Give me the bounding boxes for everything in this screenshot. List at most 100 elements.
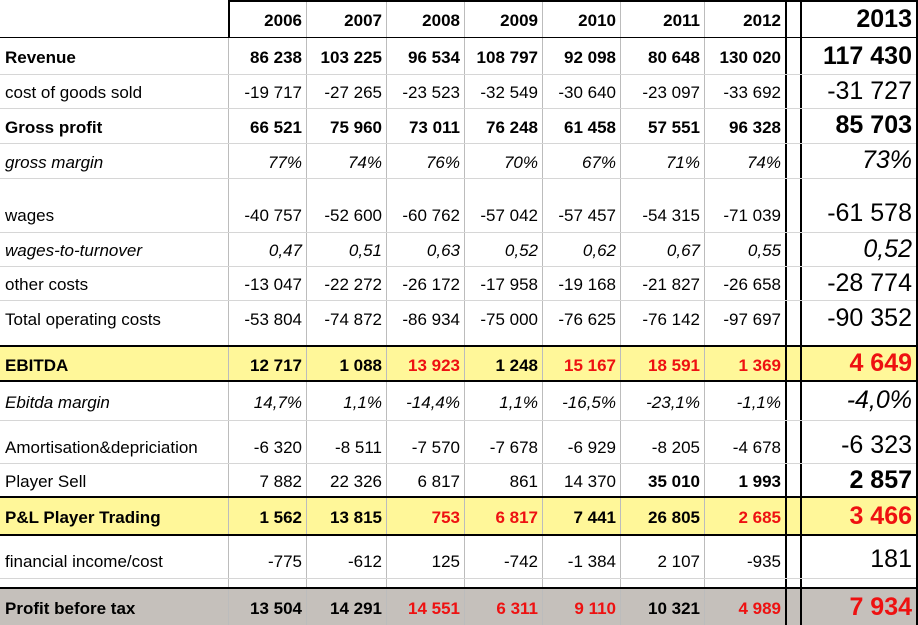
row-divider — [0, 108, 916, 109]
column-divider — [228, 0, 229, 625]
value-cell-revenue-2010: 92 098 — [564, 48, 616, 67]
value-cell-pl_player_trading-2013: 3 466 — [849, 502, 912, 530]
row-divider — [0, 534, 916, 536]
value-cell-total_opex-2008: -86 934 — [402, 310, 460, 329]
value-cell-wages_to_turnover-2013: 0,52 — [863, 235, 912, 263]
value-cell-pl_player_trading-2012: 2 685 — [738, 508, 781, 527]
value-cell-other_costs-2008: -26 172 — [402, 275, 460, 294]
value-cell-gross_profit-2007: 75 960 — [330, 118, 382, 137]
value-cell-total_opex-2011: -76 142 — [642, 310, 700, 329]
value-cell-cogs-2012: -33 692 — [723, 83, 781, 102]
value-cell-wages-2007: -52 600 — [324, 206, 382, 225]
value-cell-ebitda-2007: 1 088 — [339, 356, 382, 375]
value-cell-wages_to_turnover-2011: 0,67 — [666, 241, 700, 260]
value-cell-ebitda_margin-2009: 1,1% — [499, 393, 538, 412]
row-label-wages: wages — [5, 206, 55, 225]
value-cell-player_sell-2006: 7 882 — [259, 472, 302, 491]
value-cell-financial-2010: -1 384 — [567, 552, 616, 571]
value-cell-other_costs-2009: -17 958 — [480, 275, 538, 294]
value-cell-player_sell-2012: 1 993 — [738, 472, 781, 491]
value-cell-financial-2012: -935 — [746, 552, 781, 571]
value-cell-other_costs-2013: -28 774 — [827, 269, 912, 297]
row-divider — [0, 420, 916, 421]
value-cell-other_costs-2006: -13 047 — [244, 275, 302, 294]
value-cell-total_opex-2013: -90 352 — [827, 304, 912, 332]
value-cell-pbt-2008: 14 551 — [408, 599, 460, 618]
value-cell-player_sell-2010: 14 370 — [564, 472, 616, 491]
value-cell-wages_to_turnover-2006: 0,47 — [268, 241, 302, 260]
value-cell-ebitda_margin-2006: 14,7% — [253, 393, 302, 412]
value-cell-wages_to_turnover-2009: 0,52 — [504, 241, 538, 260]
value-cell-amortisation-2009: -7 678 — [489, 438, 538, 457]
row-label-pbt: Profit before tax — [5, 599, 136, 618]
value-cell-revenue-2011: 80 648 — [648, 48, 700, 67]
row-divider — [0, 300, 916, 301]
value-cell-wages_to_turnover-2010: 0,62 — [582, 241, 616, 260]
value-cell-pbt-2006: 13 504 — [250, 599, 302, 618]
row-divider — [0, 143, 916, 144]
value-cell-pl_player_trading-2006: 1 562 — [259, 508, 302, 527]
value-cell-ebitda_margin-2012: -1,1% — [736, 393, 781, 412]
column-divider — [306, 0, 307, 625]
value-cell-ebitda-2006: 12 717 — [250, 356, 302, 375]
row-label-gross_margin: gross margin — [5, 153, 104, 172]
value-cell-gross_profit-2012: 96 328 — [729, 118, 781, 137]
value-cell-revenue-2012: 130 020 — [719, 48, 781, 67]
row-label-ebitda_margin: Ebitda margin — [5, 393, 110, 412]
row-label-player_sell: Player Sell — [5, 472, 87, 491]
value-cell-revenue-2013: 117 430 — [823, 42, 912, 70]
value-cell-wages-2006: -40 757 — [244, 206, 302, 225]
value-cell-player_sell-2008: 6 817 — [417, 472, 460, 491]
value-cell-revenue-2007: 103 225 — [320, 48, 382, 67]
year-header-2011: 2011 — [663, 11, 700, 30]
value-cell-cogs-2007: -27 265 — [324, 83, 382, 102]
value-cell-ebitda-2013: 4 649 — [849, 349, 912, 377]
column-divider — [228, 0, 230, 38]
value-cell-player_sell-2007: 22 326 — [330, 472, 382, 491]
value-cell-pbt-2010: 9 110 — [574, 599, 616, 618]
value-cell-gross_margin-2008: 76% — [425, 153, 460, 172]
row-label-cogs: cost of goods sold — [5, 83, 143, 102]
value-cell-gross_margin-2012: 74% — [746, 153, 781, 172]
column-divider — [916, 0, 918, 625]
column-divider — [800, 0, 802, 625]
value-cell-wages_to_turnover-2008: 0,63 — [426, 241, 460, 260]
value-cell-financial-2007: -612 — [347, 552, 382, 571]
value-cell-ebitda_margin-2013: -4,0% — [846, 386, 912, 414]
row-label-wages_to_turnover: wages-to-turnover — [5, 241, 143, 260]
value-cell-pl_player_trading-2009: 6 817 — [495, 508, 538, 527]
value-cell-wages-2011: -54 315 — [642, 206, 700, 225]
row-label-total_opex: Total operating costs — [5, 310, 161, 329]
value-cell-other_costs-2011: -21 827 — [642, 275, 700, 294]
column-divider — [386, 0, 387, 625]
value-cell-gross_margin-2007: 74% — [347, 153, 382, 172]
value-cell-total_opex-2012: -97 697 — [723, 310, 781, 329]
year-header-2010: 2010 — [578, 11, 616, 30]
row-divider — [0, 232, 916, 233]
row-divider — [0, 37, 916, 38]
value-cell-gross_margin-2010: 67% — [581, 153, 616, 172]
value-cell-amortisation-2008: -7 570 — [411, 438, 460, 457]
value-cell-ebitda_margin-2010: -16,5% — [562, 393, 616, 412]
value-cell-revenue-2006: 86 238 — [250, 48, 302, 67]
value-cell-gross_margin-2013: 73% — [861, 146, 912, 174]
value-cell-wages-2009: -57 042 — [480, 206, 538, 225]
value-cell-other_costs-2012: -26 658 — [723, 275, 781, 294]
value-cell-ebitda-2009: 1 248 — [495, 356, 538, 375]
row-label-pl_player_trading: P&L Player Trading — [5, 508, 161, 527]
value-cell-ebitda-2010: 15 167 — [564, 356, 616, 375]
value-cell-cogs-2006: -19 717 — [244, 83, 302, 102]
highlight-band-pl_player_trading — [0, 497, 916, 535]
value-cell-amortisation-2006: -6 320 — [253, 438, 302, 457]
value-cell-player_sell-2013: 2 857 — [849, 466, 912, 494]
value-cell-financial-2008: 125 — [431, 552, 460, 571]
value-cell-amortisation-2011: -8 205 — [651, 438, 700, 457]
value-cell-financial-2006: -775 — [267, 552, 302, 571]
value-cell-revenue-2008: 96 534 — [408, 48, 460, 67]
row-divider — [0, 380, 916, 382]
value-cell-cogs-2010: -30 640 — [558, 83, 616, 102]
value-cell-wages_to_turnover-2012: 0,55 — [747, 241, 781, 260]
value-cell-revenue-2009: 108 797 — [476, 48, 538, 67]
value-cell-ebitda-2011: 18 591 — [648, 356, 700, 375]
row-divider — [0, 578, 916, 579]
